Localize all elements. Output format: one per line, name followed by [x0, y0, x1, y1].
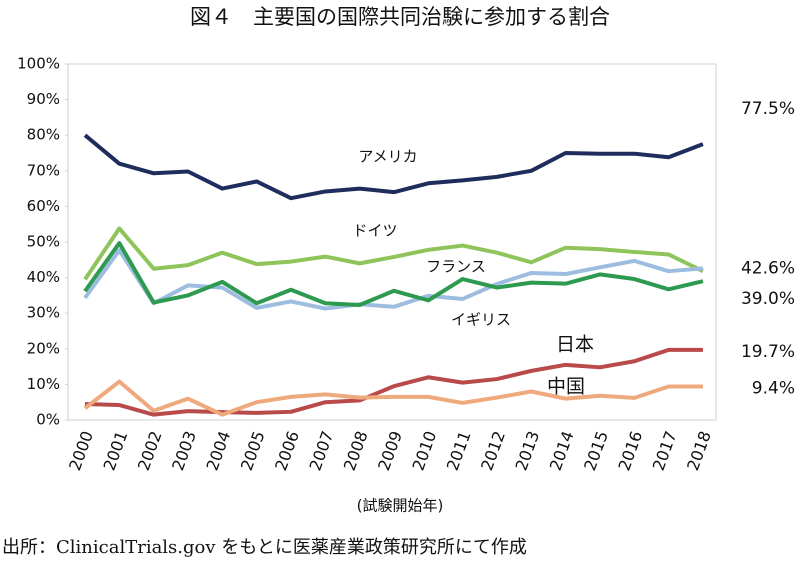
end-label: 77.5%	[741, 99, 795, 119]
x-tick-label: 2009	[374, 428, 406, 473]
x-tick-label: 2007	[306, 428, 338, 473]
x-tick-label: 2015	[580, 428, 612, 473]
end-label: 19.7%	[741, 342, 795, 362]
end-label: 42.6%	[741, 258, 795, 278]
y-tick-label: 80%	[27, 126, 60, 144]
x-tick-label: 2006	[271, 428, 303, 473]
y-tick-label: 0%	[36, 411, 60, 429]
series-line	[83, 226, 704, 281]
y-tick-label: 20%	[27, 339, 60, 357]
y-tick-label: 60%	[27, 197, 60, 215]
x-tick-label: 2016	[614, 428, 646, 473]
x-tick-label: 2000	[65, 428, 97, 473]
x-tick-label: 2004	[203, 428, 235, 473]
x-tick-label: 2012	[477, 428, 509, 473]
x-tick-label: 2001	[100, 428, 132, 473]
x-axis-label: (試験開始年)	[357, 497, 444, 515]
source: 出所：ClinicalTrials.gov をもとに医薬産業政策研究所にて作成	[2, 537, 527, 558]
y-tick-label: 50%	[27, 233, 60, 251]
series-line	[84, 347, 703, 417]
x-tick-label: 2005	[237, 428, 269, 473]
series-name: アメリカ	[358, 148, 417, 166]
y-tick-label: 100%	[17, 55, 60, 73]
series-name: 日本	[556, 334, 594, 356]
series-line	[83, 133, 704, 201]
series-line	[83, 241, 704, 308]
x-tick-label: 2008	[340, 428, 372, 473]
series-line	[83, 248, 704, 311]
series-name: フランス	[426, 258, 486, 276]
end-label: 9.4%	[752, 379, 795, 399]
x-tick-label: 2013	[511, 428, 543, 473]
y-tick-label: 30%	[27, 304, 60, 322]
series-name: イギリス	[451, 311, 511, 329]
y-tick-label: 70%	[27, 161, 60, 179]
y-tick-label: 40%	[27, 268, 60, 286]
series-name: 中国	[547, 376, 585, 398]
x-tick-label: 2014	[546, 428, 578, 473]
series-name: ドイツ	[352, 222, 397, 240]
x-tick-label: 2010	[409, 428, 441, 473]
x-tick-label: 2003	[168, 428, 200, 473]
plot-frame	[67, 63, 717, 421]
end-label: 39.0%	[741, 289, 795, 309]
y-tick-label: 10%	[27, 375, 60, 393]
series-line	[83, 379, 703, 417]
y-tick-label: 90%	[27, 90, 60, 108]
x-tick-label: 2018	[683, 428, 715, 473]
chart-title: 図４ 主要国の国際共同治験に参加する割合	[190, 5, 610, 29]
x-tick-label: 2002	[134, 428, 166, 473]
x-tick-label: 2011	[443, 428, 475, 473]
x-tick-label: 2017	[649, 428, 681, 473]
